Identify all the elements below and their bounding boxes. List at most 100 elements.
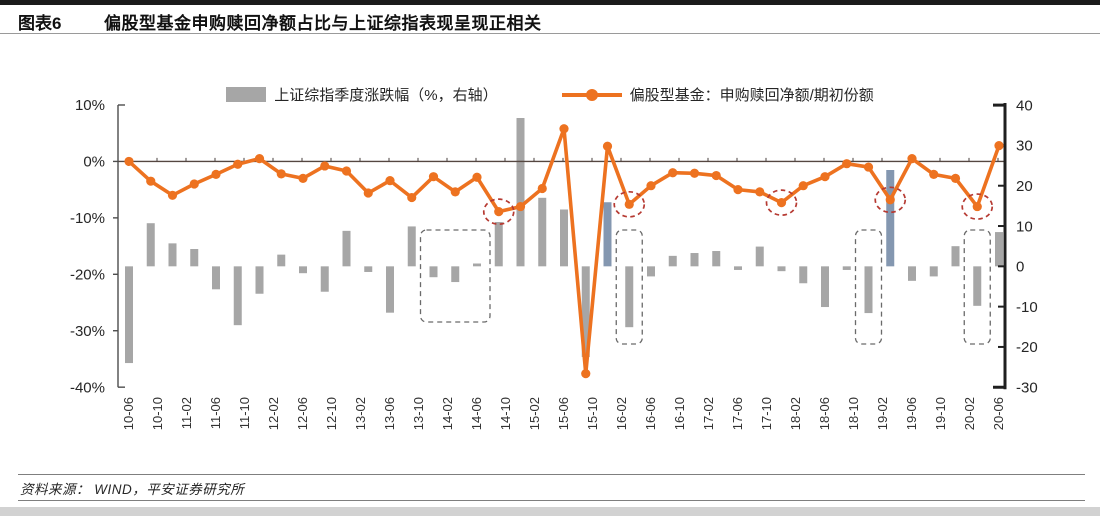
bar-10-06 xyxy=(125,266,133,364)
right-axis-label: 0 xyxy=(1016,259,1024,276)
line-point-14-12 xyxy=(515,201,526,212)
right-axis-label: -10 xyxy=(1016,299,1038,316)
dashed-circle-16-03 xyxy=(613,190,646,218)
line-point-12-03 xyxy=(276,169,286,179)
x-axis-label: 11-10 xyxy=(237,397,252,429)
bar-13-09 xyxy=(407,226,416,267)
left-axis-label: 0% xyxy=(83,154,105,171)
line-point-19-12 xyxy=(950,173,961,183)
line-point-20-06 xyxy=(994,141,1004,151)
bar-18-03 xyxy=(799,266,808,284)
legend-item-fund: 偏股型基金：申购赎回净额/期初份额 xyxy=(561,84,874,105)
dashed-circle-20-03 xyxy=(961,193,994,220)
bar-15-12 xyxy=(603,202,612,267)
x-axis-label: 19-02 xyxy=(875,397,890,430)
line-point-10-12 xyxy=(167,190,178,200)
x-axis-label: 19-10 xyxy=(933,397,948,430)
bar-19-12 xyxy=(951,246,960,267)
line-point-18-12 xyxy=(863,162,874,172)
line-point-18-09 xyxy=(842,159,852,169)
dashed-annotation-box xyxy=(419,229,491,323)
line-point-17-06 xyxy=(733,185,743,195)
top-border-bar xyxy=(0,0,1100,5)
x-axis-label: 17-02 xyxy=(701,397,716,430)
bar-14-03 xyxy=(451,266,460,283)
bar-16-09 xyxy=(668,255,677,267)
x-axis-label: 14-06 xyxy=(469,397,484,430)
bar-15-03 xyxy=(538,197,547,267)
bar-18-12 xyxy=(864,266,873,314)
x-axis-label: 14-10 xyxy=(498,397,513,430)
x-axis-label: 18-10 xyxy=(846,397,861,430)
line-point-18-06 xyxy=(820,172,830,182)
bar-11-09 xyxy=(233,266,242,326)
bar-12-12 xyxy=(342,230,351,267)
left-axis-label: 10% xyxy=(75,97,105,114)
line-point-14-09 xyxy=(494,207,504,217)
x-axis-label: 17-06 xyxy=(730,397,745,430)
line-point-16-12 xyxy=(689,168,700,178)
dashed-annotation-box xyxy=(854,229,883,345)
line-point-13-03 xyxy=(363,188,373,198)
bar-11-12 xyxy=(255,266,264,294)
x-axis-label: 12-02 xyxy=(266,397,281,430)
right-axis-label: -30 xyxy=(1016,379,1038,396)
bar-10-09 xyxy=(146,223,155,267)
footer-divider-top xyxy=(18,474,1085,475)
line-point-11-12 xyxy=(254,154,265,164)
header-divider xyxy=(0,33,1100,34)
left-axis-label: -40% xyxy=(70,379,105,396)
bar-11-03 xyxy=(190,248,199,267)
bar-17-06 xyxy=(734,266,742,270)
line-point-12-12 xyxy=(341,166,352,176)
bar-15-09 xyxy=(581,266,590,358)
left-axis-label: -20% xyxy=(70,267,105,284)
x-axis-label: 16-02 xyxy=(614,397,629,430)
line-point-18-03 xyxy=(798,181,808,191)
bar-12-03 xyxy=(277,254,286,267)
bar-20-06 xyxy=(995,232,1003,267)
combo-chart: 10% 0% -10% -20% -30% -40% 40 30 20 10 0 -10 -20 -30 1… xyxy=(70,97,1038,430)
bar-12-09 xyxy=(320,266,329,292)
bar-18-06 xyxy=(821,266,829,308)
line-point-14-06 xyxy=(472,172,482,182)
line-point-15-03 xyxy=(537,183,547,194)
line-point-11-03 xyxy=(189,179,199,189)
bar-17-12 xyxy=(777,266,786,272)
line-point-20-03 xyxy=(972,201,982,212)
bar-15-06 xyxy=(560,209,568,267)
line-point-16-06 xyxy=(646,181,656,191)
x-axis-label: 18-06 xyxy=(817,397,832,430)
line-point-19-09 xyxy=(929,169,939,180)
line-point-10-06 xyxy=(124,156,134,167)
dashed-circle-14-09 xyxy=(482,198,515,226)
x-axis-label: 14-02 xyxy=(440,397,455,430)
right-axis-label: 10 xyxy=(1016,218,1033,235)
dashed-circle-17-12 xyxy=(765,189,798,216)
x-axis-label: 11-06 xyxy=(208,397,223,429)
bar-19-06 xyxy=(908,266,916,281)
chart-legend: 上证综指季度涨跌幅（%，右轴） 偏股型基金：申购赎回净额/期初份额 xyxy=(0,84,1100,105)
x-axis-label: 15-02 xyxy=(527,397,542,430)
x-axis-label: 19-06 xyxy=(904,397,919,430)
orange-line-sample-icon xyxy=(561,88,622,101)
line-point-16-03 xyxy=(624,199,634,209)
x-axis-label: 16-06 xyxy=(643,397,658,430)
x-axis-label: 15-10 xyxy=(585,397,600,430)
left-axis-label: -30% xyxy=(70,323,105,340)
x-axis-label: 13-02 xyxy=(353,397,368,430)
bar-16-03 xyxy=(625,266,634,328)
figure-number: 图表6 xyxy=(18,14,62,33)
bar-14-06 xyxy=(473,263,481,267)
line-point-16-09 xyxy=(668,168,678,178)
x-axis-label: 12-06 xyxy=(295,397,310,430)
line-point-19-06 xyxy=(907,154,917,164)
x-axis-label: 17-10 xyxy=(759,397,774,430)
x-axis-label: 16-10 xyxy=(672,397,687,430)
line-point-12-06 xyxy=(298,173,308,183)
bar-19-03 xyxy=(886,170,895,267)
line-point-14-03 xyxy=(450,187,460,197)
line-point-15-12 xyxy=(602,141,613,151)
line-point-11-09 xyxy=(233,159,243,169)
bar-20-03 xyxy=(973,266,982,306)
